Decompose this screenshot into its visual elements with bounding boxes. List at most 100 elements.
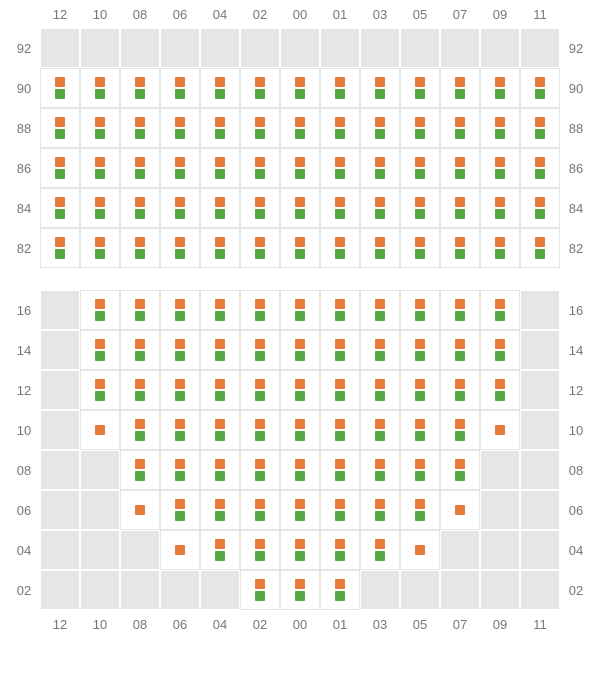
seat-cell[interactable]: [240, 330, 280, 370]
seat-cell[interactable]: [400, 370, 440, 410]
seat-cell[interactable]: [80, 290, 120, 330]
seat-cell[interactable]: [520, 188, 560, 228]
seat-cell[interactable]: [400, 68, 440, 108]
seat-cell[interactable]: [440, 228, 480, 268]
seat-cell[interactable]: [360, 490, 400, 530]
seat-cell[interactable]: [480, 330, 520, 370]
seat-cell[interactable]: [280, 330, 320, 370]
seat-cell[interactable]: [200, 490, 240, 530]
seat-cell[interactable]: [280, 188, 320, 228]
seat-cell[interactable]: [480, 290, 520, 330]
seat-cell[interactable]: [480, 108, 520, 148]
seat-cell[interactable]: [360, 450, 400, 490]
seat-cell[interactable]: [80, 188, 120, 228]
seat-cell[interactable]: [400, 108, 440, 148]
seat-cell[interactable]: [240, 450, 280, 490]
seat-cell[interactable]: [480, 148, 520, 188]
seat-cell[interactable]: [40, 148, 80, 188]
seat-cell[interactable]: [440, 188, 480, 228]
seat-cell[interactable]: [400, 450, 440, 490]
seat-cell[interactable]: [320, 410, 360, 450]
seat-cell[interactable]: [360, 530, 400, 570]
seat-cell[interactable]: [320, 330, 360, 370]
seat-cell[interactable]: [120, 68, 160, 108]
seat-cell[interactable]: [160, 370, 200, 410]
seat-cell[interactable]: [360, 148, 400, 188]
seat-cell[interactable]: [120, 148, 160, 188]
seat-cell[interactable]: [240, 108, 280, 148]
seat-cell[interactable]: [280, 228, 320, 268]
seat-cell[interactable]: [160, 530, 200, 570]
seat-cell[interactable]: [120, 490, 160, 530]
seat-cell[interactable]: [440, 148, 480, 188]
seat-cell[interactable]: [320, 188, 360, 228]
seat-cell[interactable]: [160, 148, 200, 188]
seat-cell[interactable]: [440, 330, 480, 370]
seat-cell[interactable]: [240, 570, 280, 610]
seat-cell[interactable]: [200, 330, 240, 370]
seat-cell[interactable]: [200, 108, 240, 148]
seat-cell[interactable]: [280, 490, 320, 530]
seat-cell[interactable]: [440, 410, 480, 450]
seat-cell[interactable]: [400, 490, 440, 530]
seat-cell[interactable]: [280, 570, 320, 610]
seat-cell[interactable]: [240, 490, 280, 530]
seat-cell[interactable]: [240, 290, 280, 330]
seat-cell[interactable]: [320, 68, 360, 108]
seat-cell[interactable]: [240, 228, 280, 268]
seat-cell[interactable]: [80, 148, 120, 188]
seat-cell[interactable]: [80, 108, 120, 148]
seat-cell[interactable]: [440, 290, 480, 330]
seat-cell[interactable]: [200, 148, 240, 188]
seat-cell[interactable]: [200, 370, 240, 410]
seat-cell[interactable]: [160, 68, 200, 108]
seat-cell[interactable]: [400, 410, 440, 450]
seat-cell[interactable]: [80, 330, 120, 370]
seat-cell[interactable]: [240, 370, 280, 410]
seat-cell[interactable]: [120, 108, 160, 148]
seat-cell[interactable]: [200, 450, 240, 490]
seat-cell[interactable]: [360, 290, 400, 330]
seat-cell[interactable]: [320, 290, 360, 330]
seat-cell[interactable]: [160, 228, 200, 268]
seat-cell[interactable]: [400, 148, 440, 188]
seat-cell[interactable]: [360, 370, 400, 410]
seat-cell[interactable]: [320, 490, 360, 530]
seat-cell[interactable]: [200, 410, 240, 450]
seat-cell[interactable]: [480, 410, 520, 450]
seat-cell[interactable]: [320, 570, 360, 610]
seat-cell[interactable]: [120, 228, 160, 268]
seat-cell[interactable]: [40, 68, 80, 108]
seat-cell[interactable]: [400, 228, 440, 268]
seat-cell[interactable]: [360, 68, 400, 108]
seat-cell[interactable]: [80, 228, 120, 268]
seat-cell[interactable]: [400, 530, 440, 570]
seat-cell[interactable]: [80, 68, 120, 108]
seat-cell[interactable]: [80, 410, 120, 450]
seat-cell[interactable]: [120, 330, 160, 370]
seat-cell[interactable]: [360, 108, 400, 148]
seat-cell[interactable]: [360, 228, 400, 268]
seat-cell[interactable]: [120, 188, 160, 228]
seat-cell[interactable]: [320, 450, 360, 490]
seat-cell[interactable]: [440, 108, 480, 148]
seat-cell[interactable]: [320, 228, 360, 268]
seat-cell[interactable]: [240, 410, 280, 450]
seat-cell[interactable]: [400, 188, 440, 228]
seat-cell[interactable]: [280, 410, 320, 450]
seat-cell[interactable]: [480, 370, 520, 410]
seat-cell[interactable]: [360, 330, 400, 370]
seat-cell[interactable]: [360, 188, 400, 228]
seat-cell[interactable]: [280, 108, 320, 148]
seat-cell[interactable]: [160, 188, 200, 228]
seat-cell[interactable]: [440, 450, 480, 490]
seat-cell[interactable]: [160, 410, 200, 450]
seat-cell[interactable]: [400, 330, 440, 370]
seat-cell[interactable]: [280, 290, 320, 330]
seat-cell[interactable]: [480, 188, 520, 228]
seat-cell[interactable]: [520, 108, 560, 148]
seat-cell[interactable]: [160, 450, 200, 490]
seat-cell[interactable]: [520, 148, 560, 188]
seat-cell[interactable]: [120, 370, 160, 410]
seat-cell[interactable]: [280, 450, 320, 490]
